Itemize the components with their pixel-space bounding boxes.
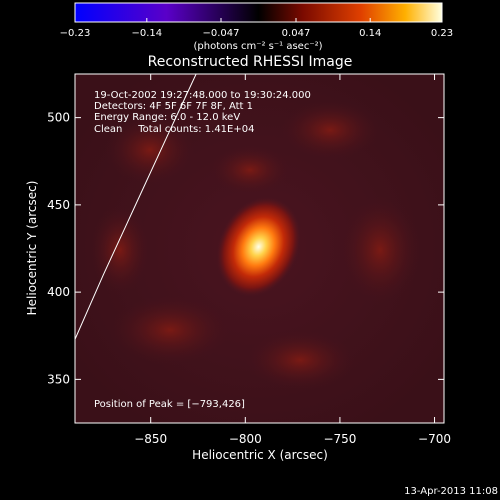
annotation-line: 19-Oct-2002 19:27:48.000 to 19:30:24.000 <box>94 90 311 101</box>
timestamp: 13-Apr-2013 11:08 <box>404 486 498 497</box>
noise-blob <box>105 115 195 185</box>
annotation-line: Clean Total counts: 1.41E+04 <box>94 124 254 135</box>
annotation-line: Detectors: 4F 5F 6F 7F 8F, Att 1 <box>94 101 253 112</box>
noise-blob <box>280 100 380 160</box>
noise-blob <box>210 145 290 195</box>
y-tick-label: 500 <box>47 111 70 125</box>
y-tick-label: 450 <box>47 198 70 212</box>
colorbar-tick-label: −0.23 <box>60 28 91 39</box>
colorbar-tick-label: −0.047 <box>202 28 239 39</box>
y-tick-label: 350 <box>47 372 70 386</box>
y-axis-ticks: 350 400 450 500 <box>47 111 444 386</box>
colorbar-tick-label: −0.14 <box>131 28 162 39</box>
peak-source <box>216 196 301 297</box>
x-tick-label: −700 <box>418 432 451 446</box>
solar-limb-curve <box>75 74 197 340</box>
noise-blob <box>90 205 150 295</box>
x-tick-label: −800 <box>229 432 262 446</box>
noise-blob <box>110 295 230 365</box>
colorbar-tick-label: 0.23 <box>431 28 453 39</box>
x-tick-label: −750 <box>323 432 356 446</box>
colorbar-unit-label: (photons cm⁻² s⁻¹ asec⁻²) <box>193 41 322 52</box>
noise-blob <box>245 330 355 390</box>
y-tick-label: 400 <box>47 285 70 299</box>
colorbar-ticks: −0.23 −0.14 −0.047 0.047 0.14 0.23 <box>60 18 453 39</box>
x-axis-label: Heliocentric X (arcsec) <box>192 448 328 462</box>
y-axis-label: Heliocentric Y (arcsec) <box>25 181 39 316</box>
peak-position-label: Position of Peak = [−793,426] <box>94 399 245 410</box>
x-tick-label: −850 <box>134 432 167 446</box>
heatmap-image <box>75 74 444 423</box>
plot-frame <box>74 73 445 424</box>
chart-title: Reconstructed RHESSI Image <box>148 54 353 70</box>
colorbar-tick-label: 0.047 <box>282 28 311 39</box>
annotation-block: 19-Oct-2002 19:27:48.000 to 19:30:24.000… <box>94 90 311 135</box>
annotation-line: Energy Range: 6.0 - 12.0 keV <box>94 112 240 123</box>
x-axis-ticks: −850 −800 −750 −700 <box>134 74 451 446</box>
colorbar <box>74 2 443 23</box>
noise-blob <box>340 195 420 305</box>
colorbar-tick-label: 0.14 <box>359 28 381 39</box>
